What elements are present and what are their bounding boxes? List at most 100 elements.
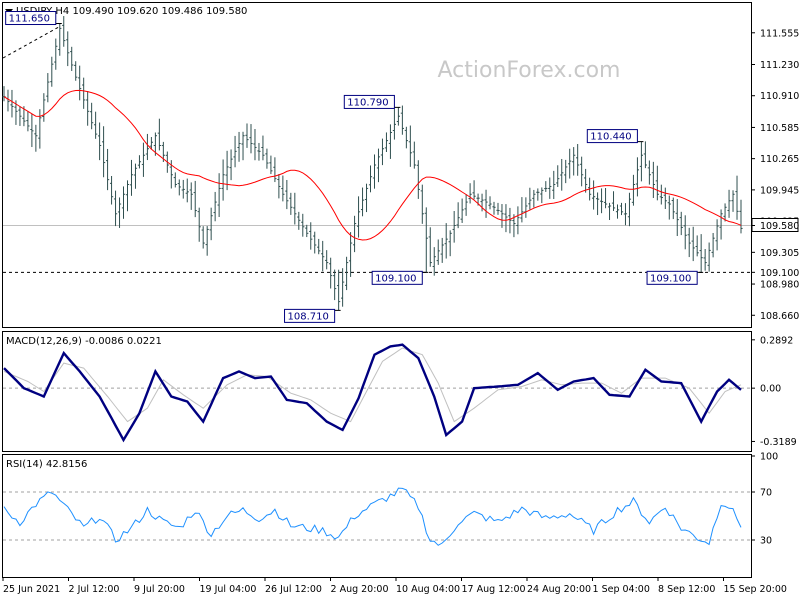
candle-bar <box>50 56 54 87</box>
candle-bar <box>619 202 624 216</box>
rsi-line <box>3 487 742 546</box>
candle-bar <box>400 105 404 135</box>
candle-bar <box>313 231 317 254</box>
candle-bar <box>193 180 197 218</box>
candle-bar <box>576 144 580 176</box>
candle-bar <box>121 186 126 219</box>
candle-bar <box>615 204 620 219</box>
y-tick-label: 110.585 <box>760 123 799 134</box>
candle-bar <box>301 213 305 237</box>
candle-bar <box>675 199 679 237</box>
price-annotation-text: 111.650 <box>9 14 50 25</box>
y-tick-label: 108.980 <box>760 280 799 291</box>
candle-bar <box>98 122 102 161</box>
candle-bar <box>703 248 707 271</box>
candle-bar <box>500 204 504 228</box>
candle-bar <box>739 199 743 234</box>
candle-bar <box>30 113 34 148</box>
candle-bar <box>420 184 424 224</box>
price-annotation-box <box>343 94 395 109</box>
candle-bar <box>508 207 512 234</box>
candle-bar <box>568 148 572 179</box>
candle-bar <box>432 247 436 276</box>
candle-bar <box>117 197 122 228</box>
candle-bar <box>384 132 389 152</box>
candle-bar <box>372 154 377 189</box>
candle-bar <box>524 197 528 218</box>
candle-bar <box>38 109 42 149</box>
price-annotation-text: 108.710 <box>288 311 329 322</box>
candle-bar <box>285 179 289 210</box>
candle-bar <box>480 193 484 212</box>
candle-bar <box>10 89 14 118</box>
candle-bar <box>321 240 325 272</box>
candle-bar <box>647 160 651 185</box>
x-tick-label: 19 Jul 04:00 <box>200 584 257 595</box>
candle-bar <box>78 65 82 101</box>
candle-bar <box>472 180 476 200</box>
candle-bar <box>261 135 265 161</box>
candle-bar <box>404 126 408 149</box>
candle-bar <box>484 189 488 218</box>
candle-bar <box>659 184 663 205</box>
macd-signal-line <box>3 347 742 423</box>
candle-bar <box>94 111 98 139</box>
candle-bar <box>711 232 715 258</box>
candle-bar <box>356 196 361 238</box>
candle-bar <box>209 207 213 241</box>
candle-bar <box>635 157 640 197</box>
price-annotation: 110.440 <box>586 129 638 144</box>
x-tick-label: 8 Sep 12:00 <box>658 584 715 595</box>
candle-bar <box>352 215 357 253</box>
candle-bar <box>560 158 564 191</box>
macd-title: MACD(12,26,9) -0.0086 0.0221 <box>6 336 162 347</box>
candle-bar <box>305 224 309 238</box>
candle-bar <box>639 141 644 182</box>
y-tick-label: 30 <box>760 536 772 547</box>
candle-bar <box>105 148 110 191</box>
price-layer: 111.650 110.790 110.440 109.100 109.100 108.7… <box>2 11 751 323</box>
watermark: ActionForex.com <box>438 58 621 83</box>
x-tick-label: 15 Sep 20:00 <box>724 584 787 595</box>
candle-bar <box>125 180 130 212</box>
y-tick-label: 111.230 <box>760 60 799 71</box>
candle-bar <box>412 141 416 169</box>
price-annotation-text: 110.440 <box>590 132 631 143</box>
x-tick-label: 17 Aug 12:00 <box>462 584 526 595</box>
candle-bar <box>289 192 293 215</box>
candle-bar <box>273 157 277 183</box>
candle-bar <box>133 163 138 189</box>
price-annotation-box <box>586 129 638 144</box>
candle-bar <box>655 165 659 201</box>
candle-bar <box>695 235 699 257</box>
x-tick-label: 25 Jun 2021 <box>3 584 60 595</box>
candle-bar <box>643 141 647 169</box>
candle-bar <box>197 207 201 242</box>
price-annotation: 110.790 <box>343 94 395 109</box>
candle-bar <box>516 206 520 235</box>
candle-bar <box>42 93 46 122</box>
candle-bar <box>452 210 456 243</box>
y-tick-label: 110.910 <box>760 91 799 102</box>
candle-bar <box>651 161 655 198</box>
price-annotation-text: 109.100 <box>650 273 691 284</box>
candle-bar <box>101 126 106 178</box>
candle-bar <box>360 187 365 217</box>
candle-bar <box>460 198 464 223</box>
candle-bar <box>368 165 373 193</box>
candle-bar <box>62 16 66 47</box>
candle-bar <box>595 192 600 216</box>
candle-bar <box>157 118 161 151</box>
x-tick-label: 26 Jul 12:00 <box>265 584 322 595</box>
x-tick-label: 2 Aug 20:00 <box>331 584 389 595</box>
candle-bar <box>444 223 448 259</box>
candle-bar <box>70 46 74 71</box>
candle-bar <box>448 230 452 257</box>
price-panel-frame <box>2 2 752 328</box>
candle-bar <box>715 219 719 251</box>
candle-bar <box>145 133 150 161</box>
candle-bar <box>428 227 432 267</box>
candle-bar <box>584 168 588 193</box>
